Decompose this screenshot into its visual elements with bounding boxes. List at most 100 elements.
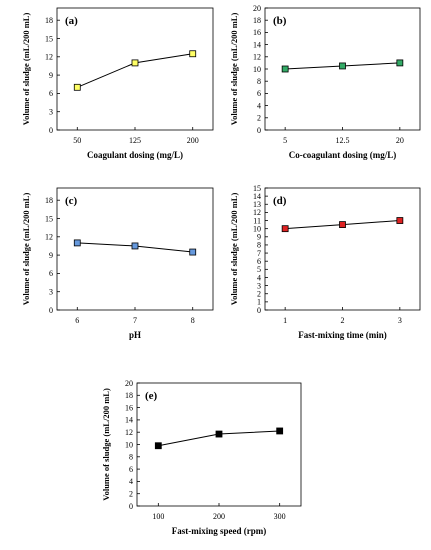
- x-tick-label: 125: [129, 136, 141, 145]
- x-tick-label: 12.5: [336, 136, 350, 145]
- y-tick-label: 12: [45, 53, 53, 62]
- y-tick-label: 0: [49, 306, 53, 315]
- x-axis-label: Fast-mixing speed (rpm): [172, 526, 267, 536]
- y-tick-label: 4: [129, 477, 133, 486]
- data-point: [189, 50, 197, 58]
- y-tick-label: 0: [129, 502, 133, 511]
- y-tick-label: 4: [257, 273, 261, 282]
- y-tick-label: 16: [125, 403, 133, 412]
- panel-label: (d): [273, 195, 287, 207]
- data-point: [276, 427, 284, 435]
- y-tick-label: 20: [253, 4, 261, 13]
- x-tick-label: 6: [75, 316, 79, 325]
- y-tick-label: 12: [125, 428, 133, 437]
- y-tick-label: 11: [253, 216, 261, 225]
- x-tick-label: 200: [213, 512, 225, 521]
- y-axis-label: Volume of sludge (mL/200 mL): [101, 388, 111, 501]
- y-tick-label: 14: [253, 192, 261, 201]
- panel-label: (e): [145, 390, 158, 402]
- data-point: [73, 239, 81, 247]
- data-point: [131, 59, 139, 67]
- y-tick-label: 6: [49, 89, 53, 98]
- x-axis-label: pH: [129, 330, 141, 340]
- x-tick-label: 20: [396, 136, 404, 145]
- y-axis-label: Volume of sludge (mL/200 mL): [229, 193, 239, 306]
- y-tick-label: 10: [125, 440, 133, 449]
- y-tick-label: 9: [257, 233, 261, 242]
- y-tick-label: 18: [125, 391, 133, 400]
- data-point: [339, 221, 346, 229]
- data-point: [281, 225, 289, 233]
- y-tick-label: 4: [257, 101, 261, 110]
- x-tick-label: 1: [283, 316, 287, 325]
- data-point: [189, 248, 197, 256]
- x-tick-label: 8: [191, 316, 195, 325]
- chart-panel-2: 0 2 4 6 8 10 12 14 16 18 20 5 12.5 20 (b) Co-coagulant …: [229, 4, 421, 160]
- y-tick-label: 14: [253, 40, 261, 49]
- y-tick-label: 13: [253, 200, 261, 209]
- y-tick-label: 15: [45, 34, 53, 43]
- y-tick-label: 0: [49, 126, 53, 135]
- y-tick-label: 7: [257, 249, 261, 258]
- y-tick-label: 1: [257, 298, 261, 307]
- x-tick-label: 5: [283, 136, 287, 145]
- y-tick-label: 15: [253, 184, 261, 193]
- y-tick-label: 12: [253, 53, 261, 62]
- chart-panel-5: 0 2 4 6 8 10 12 14 16 18 20 100 200 300 (e) Fast-mixing…: [101, 379, 302, 536]
- panel-label: (b): [273, 15, 287, 27]
- y-tick-label: 18: [45, 16, 53, 25]
- y-tick-label: 8: [257, 241, 261, 250]
- y-tick-label: 20: [125, 379, 133, 388]
- x-tick-label: 50: [73, 136, 81, 145]
- x-tick-label: 300: [274, 512, 286, 521]
- y-tick-label: 0: [257, 126, 261, 135]
- x-axis-label: Co-coagulant dosing (mg/L): [289, 150, 397, 160]
- data-point: [215, 430, 223, 438]
- y-axis-label: Volume of sludge (mL/200 mL): [21, 193, 31, 306]
- y-tick-label: 12: [253, 208, 261, 217]
- y-tick-label: 9: [49, 71, 53, 80]
- data-point: [396, 59, 404, 67]
- y-tick-label: 12: [45, 233, 53, 242]
- x-axis-label: Coagulant dosing (mg/L): [87, 150, 183, 160]
- y-tick-label: 2: [257, 114, 261, 123]
- y-tick-label: 10: [253, 224, 261, 233]
- y-axis-label: Volume of sludge (mL/200 mL): [21, 13, 31, 126]
- y-tick-label: 18: [253, 16, 261, 25]
- x-tick-label: 100: [152, 512, 164, 521]
- y-tick-label: 3: [257, 281, 261, 290]
- x-tick-label: 200: [187, 136, 199, 145]
- x-axis-label: Fast-mixing time (min): [298, 330, 386, 340]
- data-point: [281, 65, 289, 73]
- y-tick-label: 6: [49, 269, 53, 278]
- y-tick-label: 0: [257, 306, 261, 315]
- y-tick-label: 10: [253, 65, 261, 74]
- y-tick-label: 2: [129, 490, 133, 499]
- chart-panel-3: 0 3 6 9 12 15 18 6 7 8 (c) pH Volume of sludge (mL/2…: [21, 187, 214, 340]
- y-tick-label: 18: [45, 196, 53, 205]
- data-point: [339, 62, 346, 70]
- panel-label: (a): [65, 15, 78, 27]
- y-tick-label: 2: [257, 290, 261, 299]
- data-point: [154, 442, 162, 450]
- y-tick-label: 6: [257, 257, 261, 266]
- plot-frame: [56, 7, 214, 131]
- x-tick-label: 7: [133, 316, 137, 325]
- y-axis-label: Volume of sludge (mL/200 mL): [229, 13, 239, 126]
- y-tick-label: 6: [129, 465, 133, 474]
- y-tick-label: 5: [257, 265, 261, 274]
- data-point: [131, 242, 139, 250]
- y-tick-label: 15: [45, 214, 53, 223]
- y-tick-label: 9: [49, 251, 53, 260]
- y-tick-label: 8: [129, 453, 133, 462]
- data-point: [396, 217, 404, 224]
- series-line: [77, 53, 193, 88]
- y-tick-label: 8: [257, 77, 261, 86]
- y-tick-label: 6: [257, 89, 261, 98]
- y-tick-label: 3: [49, 288, 53, 297]
- panel-label: (c): [65, 195, 78, 207]
- x-tick-label: 2: [341, 316, 345, 325]
- x-tick-label: 3: [398, 316, 402, 325]
